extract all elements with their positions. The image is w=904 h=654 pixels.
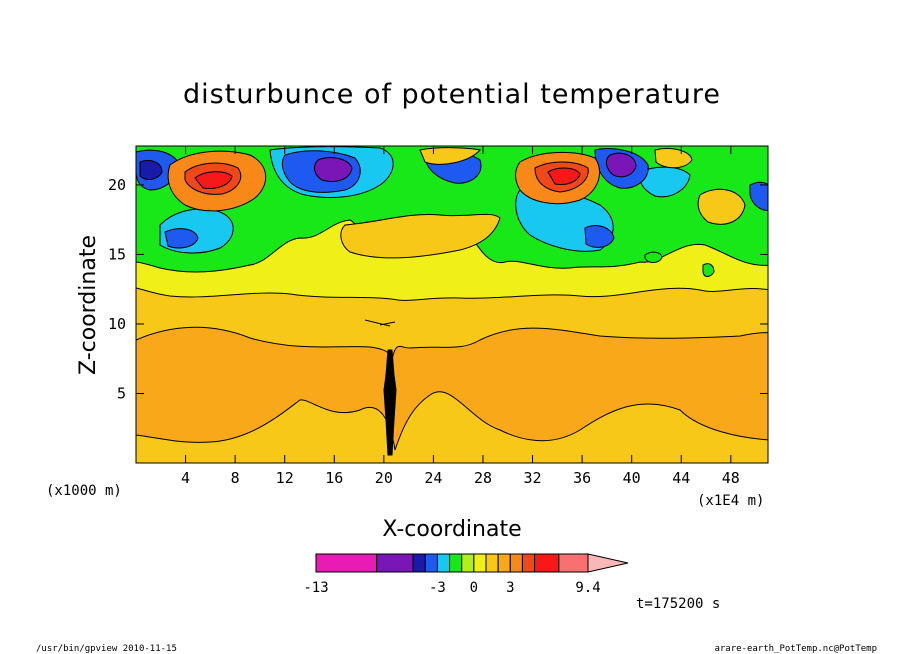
x-tick-label: 16 (325, 469, 343, 487)
footer-right: arare-earth_PotTemp.nc@PotTemp (714, 644, 877, 654)
y-tick-label: 5 (117, 384, 126, 402)
green-speck-1 (644, 251, 663, 263)
colorbar-swatch (473, 553, 487, 573)
chart-title: disturbunce of potential temperature (183, 79, 721, 110)
y-axis-label: Z-coordinate (76, 235, 101, 375)
colorbar-tick-label: 0 (470, 580, 478, 596)
colorbar-swatch (485, 553, 499, 573)
blue-region-edge-right (749, 181, 768, 211)
x-tick-label: 48 (722, 469, 740, 487)
blue-region-left-mid (164, 228, 199, 249)
orange-patch-right (697, 188, 746, 225)
colorbar-tick-label: 3 (506, 580, 514, 596)
time-label: t=175200 s (636, 596, 720, 612)
colorbar-swatch (509, 553, 523, 573)
x-tick-label: 40 (623, 469, 641, 487)
plume (383, 349, 397, 456)
x-units-label: (x1E4 m) (697, 493, 764, 509)
colorbar-swatch (558, 553, 589, 573)
x-tick-label: 20 (375, 469, 393, 487)
colorbar-swatch (497, 553, 511, 573)
y-tick-label: 20 (108, 176, 126, 194)
purple-core-right (605, 152, 637, 178)
plot-frame (135, 145, 769, 464)
colorbar-tick-label: 9.4 (575, 580, 600, 596)
navy-core-left (139, 159, 163, 180)
y-tick-label: 15 (108, 245, 126, 263)
colorbar-ticks: -13 -3 0 3 9.4 (303, 580, 600, 596)
colorbar-swatch (412, 553, 426, 573)
orange-patch-center (340, 213, 501, 259)
colorbar-swatch (449, 553, 463, 573)
x-tick-label: 4 (181, 469, 190, 487)
x-tick-label: 24 (424, 469, 442, 487)
y-units-label: (x1000 m) (46, 483, 122, 499)
blue-region-right-mid (584, 225, 615, 248)
y-axis: 5 10 15 20 (108, 176, 768, 402)
orange-patch-topright (654, 147, 693, 169)
y-tick-label: 10 (108, 315, 126, 333)
red-core-right (547, 167, 581, 185)
colorbar-swatch (534, 553, 560, 573)
x-axis: 4 8 12 16 20 24 28 32 36 40 44 48 (181, 146, 740, 487)
x-tick-label: 12 (276, 469, 294, 487)
colorbar-swatch (424, 553, 438, 573)
colorbar-swatch (376, 553, 414, 573)
footer-left: /usr/bin/gpview 2010-11-15 (36, 644, 177, 654)
x-axis-label: X-coordinate (382, 517, 521, 542)
contour-field (136, 146, 768, 463)
colorbar-tick-label: -3 (429, 580, 446, 596)
colorbar-over-arrow (587, 553, 629, 573)
x-tick-label: 8 (231, 469, 240, 487)
red-core-left (194, 171, 233, 189)
orange-patch-upper-center (419, 147, 481, 165)
x-tick-label: 36 (573, 469, 591, 487)
purple-core-center (314, 157, 353, 182)
x-tick-label: 44 (672, 469, 690, 487)
colorbar-swatch (521, 553, 536, 573)
colorbar-tick-label: -13 (303, 580, 328, 596)
green-speck-2 (702, 263, 715, 277)
x-tick-label: 28 (474, 469, 492, 487)
plume-top (364, 319, 396, 327)
colorbar-swatch (436, 553, 451, 573)
colorbar-swatch (461, 553, 475, 573)
x-tick-label: 32 (524, 469, 542, 487)
colorbar (315, 553, 629, 573)
colorbar-swatch (315, 553, 378, 573)
